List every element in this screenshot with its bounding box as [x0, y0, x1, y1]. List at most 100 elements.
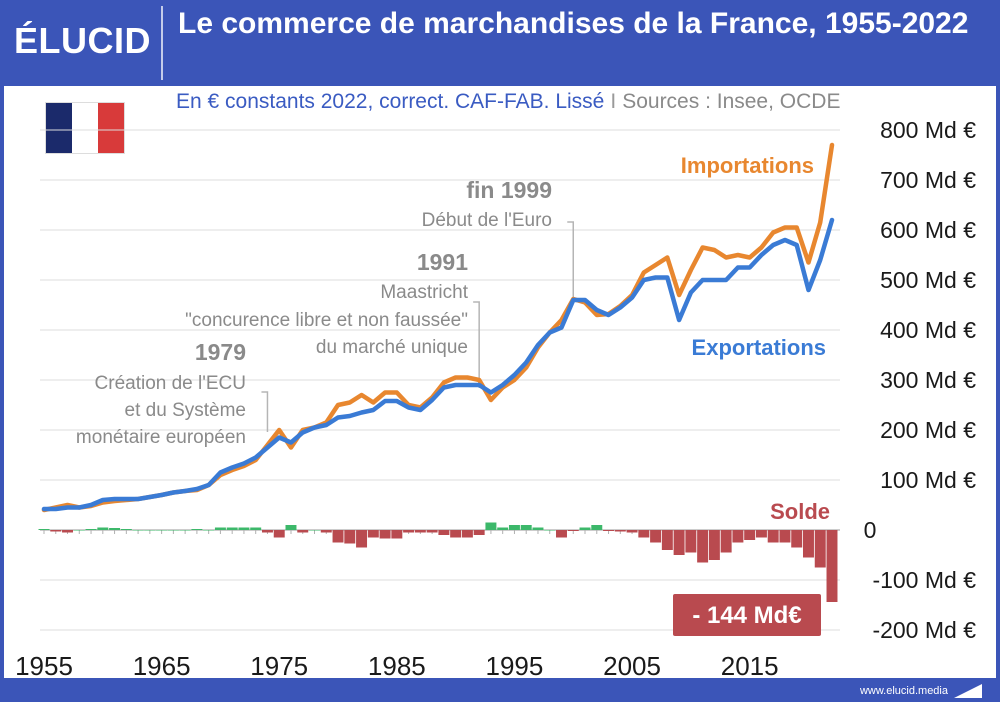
balance-bar — [285, 525, 297, 530]
y-tick-label: 400 Md € — [880, 317, 976, 343]
annotation-1999-title: fin 1999 — [466, 177, 552, 203]
balance-bar — [250, 527, 262, 530]
balance-bar — [144, 530, 156, 531]
logo-divider — [161, 6, 163, 80]
balance-bar — [414, 530, 426, 533]
balance-bar — [120, 529, 132, 530]
balance-bar — [38, 529, 50, 530]
balance-bar — [73, 530, 85, 531]
x-tick-label: 1955 — [15, 651, 73, 681]
x-tick-label: 1985 — [368, 651, 426, 681]
elucid-logo: ÉLUCID — [14, 20, 151, 61]
balance-bar — [473, 530, 485, 535]
balance-bar — [167, 530, 179, 531]
balance-bar — [297, 530, 309, 533]
balance-bar — [638, 530, 650, 538]
balance-bar — [238, 527, 250, 530]
balance-bar — [214, 527, 226, 530]
balance-bar — [97, 527, 109, 530]
flag-blue-stripe — [46, 103, 72, 153]
balance-bar — [603, 530, 615, 531]
final-balance-callout: - 144 Md€ — [673, 594, 821, 636]
annotation-leader-line — [261, 391, 269, 432]
balance-bar — [203, 530, 215, 531]
y-tick-label: 100 Md € — [880, 467, 976, 493]
annotation-1991-text-3: du marché unique — [316, 337, 468, 358]
balance-bar — [367, 530, 379, 538]
y-tick-label: -100 Md € — [872, 567, 976, 593]
balance-bar — [261, 530, 273, 533]
balance-bar — [179, 530, 191, 531]
balance-bar — [767, 530, 779, 543]
subtitle-separator: I — [610, 90, 617, 113]
annotation-leaders — [261, 221, 575, 432]
balance-bar — [191, 529, 203, 530]
x-tick-label: 2015 — [721, 651, 779, 681]
chart-subtitle: En € constants 2022, correct. CAF-FAB. L… — [176, 90, 840, 114]
annotation-1979-text-3: monétaire européen — [76, 427, 246, 448]
annotation-1991-text-1: Maastricht — [380, 282, 468, 303]
balance-bar — [685, 530, 697, 553]
final-balance-value: - 144 Md€ — [692, 602, 801, 629]
y-tick-label: 200 Md € — [880, 417, 976, 443]
balance-bar — [344, 530, 356, 544]
balance-bar — [556, 530, 567, 538]
balance-bar — [379, 530, 391, 539]
exports-series-label: Exportations — [692, 335, 826, 360]
balance-bar — [332, 530, 344, 543]
balance-bar — [532, 527, 544, 530]
balance-bar — [779, 530, 791, 543]
x-tick-label: 2005 — [603, 651, 661, 681]
sources-text: Sources : Insee, OCDE — [622, 90, 841, 113]
balance-bar — [109, 528, 121, 530]
x-tick-label: 1975 — [250, 651, 308, 681]
balance-bar — [673, 530, 685, 555]
balance-bar — [132, 530, 144, 531]
subtitle-text: En € constants 2022, correct. CAF-FAB. L… — [176, 90, 605, 113]
elucid-mark-icon — [954, 684, 982, 698]
balance-series-label: Solde — [770, 499, 830, 524]
france-flag-icon — [46, 103, 124, 153]
annotation-1979-title: 1979 — [195, 339, 246, 365]
balance-bar — [320, 530, 332, 533]
annotation-leader-line — [473, 301, 480, 388]
footer-url: www.elucid.media — [859, 685, 948, 697]
balance-bar — [485, 522, 497, 530]
flag-red-stripe — [98, 103, 124, 153]
balance-bar — [650, 530, 662, 543]
balance-bar — [626, 530, 638, 533]
balance-bar — [826, 530, 838, 602]
balance-bar — [567, 530, 579, 531]
balance-bar — [508, 525, 520, 530]
balance-bar — [814, 530, 826, 568]
balance-bar — [791, 530, 803, 548]
balance-bar — [755, 530, 767, 538]
balance-bar — [579, 527, 591, 530]
balance-bar — [732, 530, 744, 543]
balance-bar — [426, 530, 438, 533]
x-axis-ticks: 1955 1965 1975 1985 1995 2005 2015 — [15, 651, 779, 681]
annotation-1991-title: 1991 — [417, 249, 468, 275]
balance-bar — [461, 530, 473, 538]
balance-bar — [391, 530, 403, 539]
balance-bar — [802, 530, 814, 558]
balance-bar — [697, 530, 709, 563]
balance-bar — [591, 525, 603, 530]
balance-bar — [273, 530, 285, 538]
balance-bar — [403, 530, 415, 533]
balance-bar — [356, 530, 368, 548]
final-balance-box — [673, 594, 821, 636]
balance-bar — [309, 530, 320, 531]
y-tick-label: 700 Md € — [880, 167, 976, 193]
annotation-1979-text-2: et du Système — [125, 400, 246, 421]
y-tick-label: 0 — [864, 517, 877, 543]
annotation-leader-line — [567, 221, 575, 298]
balance-bar — [520, 525, 532, 530]
balance-bar — [62, 530, 74, 533]
balance-bar — [226, 527, 238, 530]
flag-white-stripe — [72, 103, 98, 153]
y-tick-label: 500 Md € — [880, 267, 976, 293]
balance-bar — [661, 530, 673, 550]
balance-bar — [544, 530, 556, 531]
